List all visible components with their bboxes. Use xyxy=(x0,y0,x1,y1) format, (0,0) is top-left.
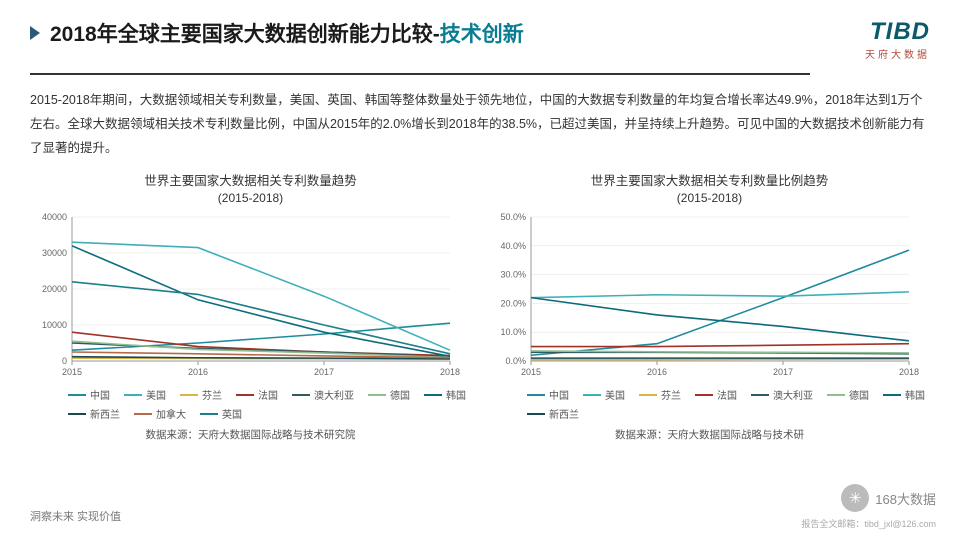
svg-text:2015: 2015 xyxy=(521,367,541,377)
report-contact: 报告全文邮箱：tibd_jxl@126.com xyxy=(801,517,936,530)
legend-item: 英国 xyxy=(200,406,242,421)
title-accent: 技术创新 xyxy=(440,23,524,46)
header: 2018年全球主要国家大数据创新能力比较-技术创新 TIBD 天府大数据 xyxy=(30,18,930,61)
svg-text:2016: 2016 xyxy=(188,367,208,377)
svg-text:30000: 30000 xyxy=(42,248,67,258)
chart1-title: 世界主要国家大数据相关专利数量趋势 xyxy=(30,170,471,189)
watermark-text: 168大数据 xyxy=(875,489,936,508)
watermark: ✳ 168大数据 xyxy=(841,484,936,512)
svg-text:20000: 20000 xyxy=(42,284,67,294)
slide: 2018年全球主要国家大数据创新能力比较-技术创新 TIBD 天府大数据 201… xyxy=(0,0,960,540)
chart2-svg: 0.0% 10.0% 20.0% 30.0% 40.0% 50.0% 2015 2016 201… xyxy=(489,211,919,381)
legend-item: 美国 xyxy=(583,387,625,402)
svg-text:20.0%: 20.0% xyxy=(500,299,526,309)
title-block: 2018年全球主要国家大数据创新能力比较-技术创新 xyxy=(30,18,524,48)
slide-title: 2018年全球主要国家大数据创新能力比较-技术创新 xyxy=(50,18,524,48)
legend-item: 新西兰 xyxy=(68,406,120,421)
svg-text:0.0%: 0.0% xyxy=(505,356,526,366)
chart2-subtitle: (2015-2018) xyxy=(489,191,930,205)
svg-text:2017: 2017 xyxy=(314,367,334,377)
logo-main: TIBD xyxy=(865,18,930,46)
legend-item: 芬兰 xyxy=(639,387,681,402)
svg-text:10.0%: 10.0% xyxy=(500,327,526,337)
svg-text:2015: 2015 xyxy=(62,367,82,377)
chart-right: 世界主要国家大数据相关专利数量比例趋势 (2015-2018) 0.0% 10.0… xyxy=(489,170,930,442)
legend-item: 中国 xyxy=(68,387,110,402)
legend-item: 德国 xyxy=(368,387,410,402)
legend-item: 新西兰 xyxy=(527,406,579,421)
legend-item: 德国 xyxy=(827,387,869,402)
triangle-icon xyxy=(30,26,40,40)
svg-text:2018: 2018 xyxy=(440,367,460,377)
legend-item: 澳大利亚 xyxy=(292,387,354,402)
svg-text:2017: 2017 xyxy=(773,367,793,377)
svg-text:50.0%: 50.0% xyxy=(500,212,526,222)
chart2-legend: 中国美国芬兰法国澳大利亚德国韩国新西兰 xyxy=(527,387,930,421)
chart-left: 世界主要国家大数据相关专利数量趋势 (2015-2018) 0 10000 2000… xyxy=(30,170,471,442)
svg-text:0: 0 xyxy=(62,356,67,366)
legend-item: 加拿大 xyxy=(134,406,186,421)
chart2-source: 数据来源：天府大数据国际战略与技术研 xyxy=(489,427,930,442)
footer-text: 洞察未来 实现价值 xyxy=(30,508,121,524)
legend-item: 韩国 xyxy=(883,387,925,402)
svg-text:40000: 40000 xyxy=(42,212,67,222)
svg-text:2016: 2016 xyxy=(647,367,667,377)
legend-item: 中国 xyxy=(527,387,569,402)
svg-text:10000: 10000 xyxy=(42,320,67,330)
legend-item: 法国 xyxy=(695,387,737,402)
legend-item: 韩国 xyxy=(424,387,466,402)
chart2-title: 世界主要国家大数据相关专利数量比例趋势 xyxy=(489,170,930,189)
charts-row: 世界主要国家大数据相关专利数量趋势 (2015-2018) 0 10000 2000… xyxy=(30,170,930,442)
svg-text:40.0%: 40.0% xyxy=(500,241,526,251)
title-main: 2018年全球主要国家大数据创新能力比较- xyxy=(50,23,440,46)
legend-item: 芬兰 xyxy=(180,387,222,402)
legend-item: 澳大利亚 xyxy=(751,387,813,402)
svg-text:2018: 2018 xyxy=(899,367,919,377)
chart1-subtitle: (2015-2018) xyxy=(30,191,471,205)
body-paragraph: 2015-2018年期间，大数据领域相关专利数量，美国、英国、韩国等整体数量处于… xyxy=(30,89,930,160)
legend-item: 美国 xyxy=(124,387,166,402)
legend-item: 法国 xyxy=(236,387,278,402)
chart1-source: 数据来源：天府大数据国际战略与技术研究院 xyxy=(30,427,471,442)
logo: TIBD 天府大数据 xyxy=(865,18,930,61)
svg-text:30.0%: 30.0% xyxy=(500,270,526,280)
title-rule xyxy=(30,73,810,75)
chart1-legend: 中国美国芬兰法国澳大利亚德国韩国新西兰加拿大英国 xyxy=(68,387,471,421)
wechat-icon: ✳ xyxy=(841,484,869,512)
chart1-svg: 0 10000 20000 30000 40000 2015 2016 2017 2018 xyxy=(30,211,460,381)
logo-sub: 天府大数据 xyxy=(865,46,930,61)
